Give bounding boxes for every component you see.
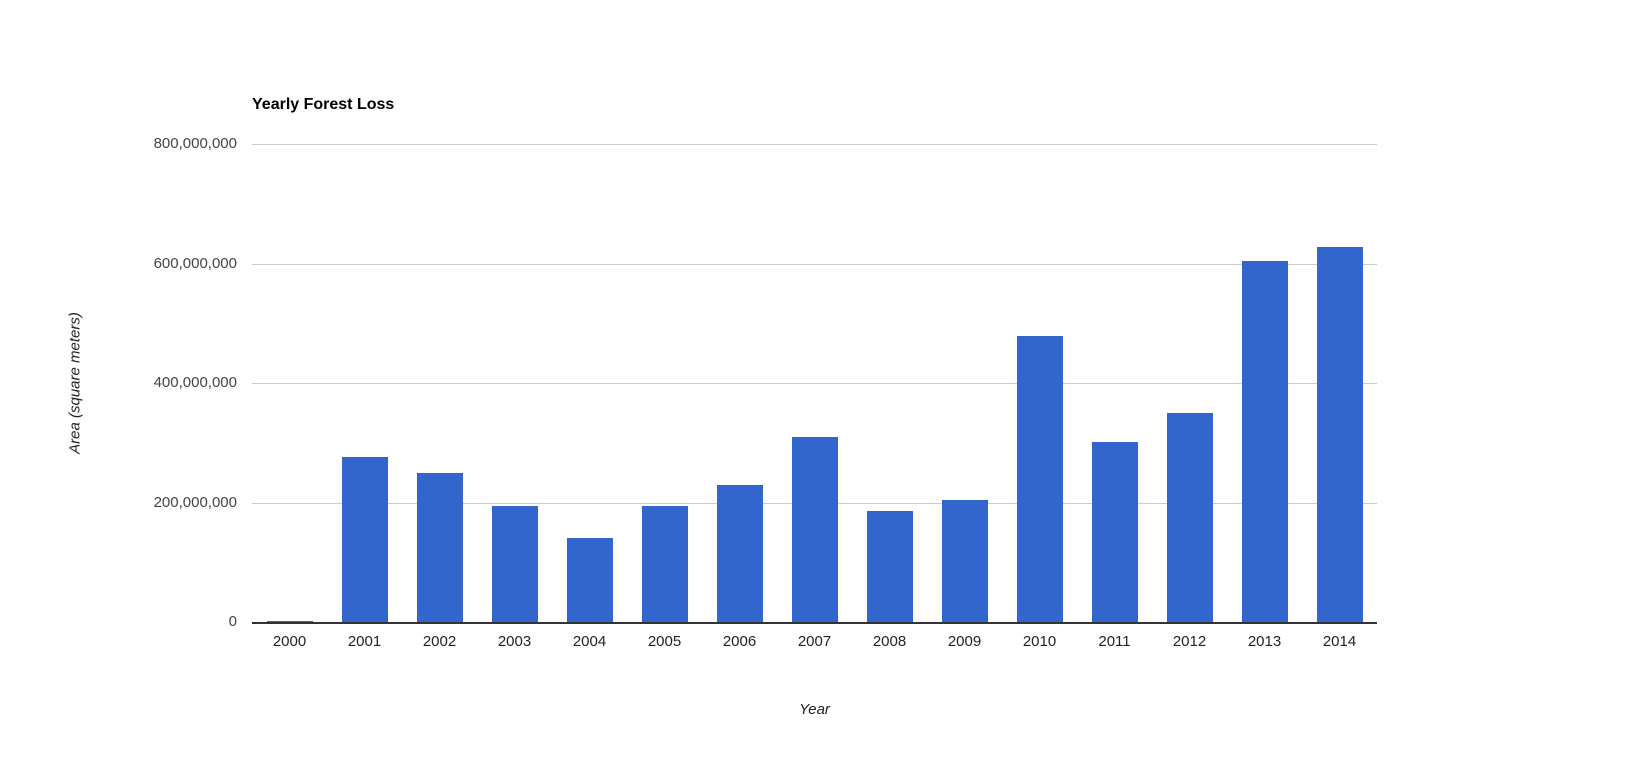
- bar-2001[interactable]: [341, 456, 388, 622]
- x-tick-label-2006: 2006: [722, 633, 757, 650]
- x-tick-label-2007: 2007: [797, 633, 832, 650]
- bar-2009[interactable]: [941, 499, 988, 622]
- x-tick-label-2011: 2011: [1098, 633, 1131, 650]
- x-tick-label-2010: 2010: [1022, 633, 1057, 650]
- bar-2011[interactable]: [1091, 442, 1138, 622]
- y-tick-label: 200,000,000: [153, 493, 237, 511]
- gridline: [252, 383, 1377, 384]
- y-tick-label: 400,000,000: [153, 374, 237, 391]
- x-tick-label-2002: 2002: [422, 633, 457, 650]
- bar-2010[interactable]: [1016, 335, 1063, 622]
- gridline: [252, 263, 1377, 265]
- x-tick-label-2009: 2009: [947, 633, 982, 650]
- y-tick-label: 800,000,000: [153, 135, 237, 152]
- bar-2005[interactable]: [641, 506, 688, 622]
- x-tick-label-2003: 2003: [497, 633, 532, 650]
- x-tick-label-2013: 2013: [1247, 633, 1282, 650]
- bar-2004[interactable]: [566, 537, 613, 622]
- gridline: [252, 144, 1377, 145]
- bar-2006[interactable]: [716, 484, 763, 622]
- bar-2003[interactable]: [491, 506, 538, 622]
- bar-2012[interactable]: [1166, 413, 1213, 622]
- bar-2000[interactable]: [266, 620, 313, 622]
- bar-2008[interactable]: [866, 510, 913, 622]
- chart-title: Yearly Forest Loss: [252, 96, 395, 113]
- x-tick-label-2012: 2012: [1172, 633, 1207, 650]
- x-tick-label-2004: 2004: [572, 633, 607, 650]
- y-tick-label: 0: [228, 613, 237, 630]
- bar-2013[interactable]: [1241, 261, 1288, 622]
- x-tick-label-2008: 2008: [872, 633, 907, 650]
- x-tick-label-2000: 2000: [272, 633, 307, 650]
- y-tick-label: 600,000,000: [153, 254, 237, 272]
- x-tick-label-2001: 2001: [347, 633, 382, 650]
- x-axis-title: Year: [799, 701, 830, 718]
- bar-2007[interactable]: [791, 436, 838, 622]
- x-tick-label-2014: 2014: [1322, 633, 1357, 650]
- bar-2014[interactable]: [1316, 247, 1363, 622]
- bar-2002[interactable]: [416, 473, 463, 622]
- x-tick-label-2005: 2005: [647, 633, 682, 650]
- plot-area: [252, 144, 1377, 624]
